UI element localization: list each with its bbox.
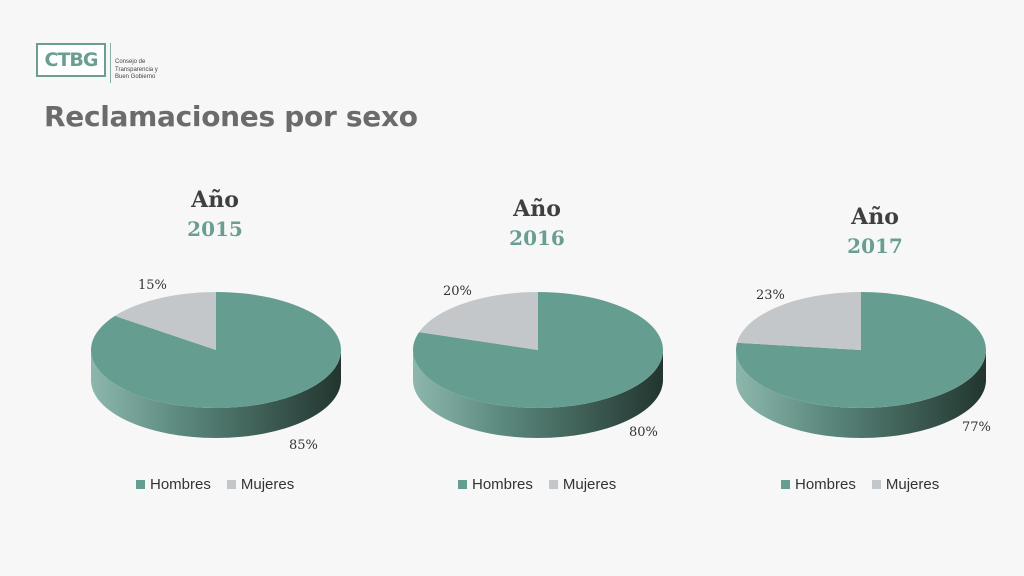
pie-slice-mujeres (736, 292, 861, 350)
legend-swatch-hombres (458, 480, 467, 489)
legend-label: Mujeres (885, 476, 940, 493)
legend-item-hombres: Hombres (458, 476, 533, 493)
logo-divider (110, 43, 111, 83)
legend-label: Mujeres (562, 476, 617, 493)
logo-text: Consejo de Transparencia y Buen Gobierno (115, 43, 158, 82)
chart-header-2016: Año 2016 (457, 196, 617, 250)
pie-slice-mujeres (114, 292, 216, 350)
pie-chart (90, 292, 341, 438)
legend-swatch-mujeres (548, 480, 558, 489)
chart-legend: Hombres Mujeres (136, 476, 310, 493)
chart-subtitle: 2016 (509, 226, 565, 250)
logo-line: Consejo de (115, 59, 146, 65)
chart-legend: Hombres Mujeres (458, 476, 632, 493)
legend-item-hombres: Hombres (781, 476, 856, 493)
chart-legend: Hombres Mujeres (781, 476, 955, 493)
logo-letters: CTBG (44, 49, 99, 71)
chart-title: Año (851, 204, 899, 230)
legend-item-mujeres: Mujeres (548, 476, 617, 493)
chart-subtitle: 2017 (847, 234, 903, 258)
pie-label-mujeres: 20% (443, 284, 472, 299)
legend-label: Mujeres (240, 476, 295, 493)
legend-label: Hombres (472, 476, 533, 493)
ctbg-logo: CTBG Consejo de Transparencia y Buen Gob… (36, 43, 158, 83)
chart-title: Año (191, 187, 239, 213)
pie-chart (736, 292, 986, 438)
pie-side (736, 350, 986, 438)
chart-header-2017: Año 2017 (795, 204, 955, 258)
pie-side (413, 350, 663, 438)
pie-slice-mujeres (419, 292, 538, 350)
pie-label-mujeres: 23% (756, 288, 785, 303)
legend-item-mujeres: Mujeres (226, 476, 295, 493)
logo-line: Buen Gobierno (115, 74, 156, 80)
chart-header-2015: Año 2015 (135, 187, 295, 241)
legend-item-mujeres: Mujeres (871, 476, 940, 493)
legend-swatch-hombres (781, 480, 790, 489)
legend-label: Hombres (150, 476, 211, 493)
legend-swatch-mujeres (226, 480, 236, 489)
legend-swatch-mujeres (871, 480, 881, 489)
pie-slice-hombres (90, 292, 341, 409)
pie-slice-hombres (413, 292, 664, 409)
chart-subtitle: 2015 (187, 217, 243, 241)
legend-label: Hombres (795, 476, 856, 493)
pie-label-mujeres: 15% (138, 278, 167, 293)
chart-title: Año (513, 196, 561, 222)
pie-chart (413, 292, 664, 438)
legend-swatch-hombres (136, 480, 145, 489)
page-title: Reclamaciones por sexo (44, 100, 418, 133)
legend-item-hombres: Hombres (136, 476, 211, 493)
logo-line: Transparencia y (115, 66, 158, 73)
logo-mark: CTBG (36, 43, 106, 77)
pie-side (91, 350, 341, 438)
pie-label-hombres: 80% (629, 425, 658, 440)
pie-label-hombres: 77% (962, 420, 991, 435)
pie-label-hombres: 85% (289, 438, 318, 453)
